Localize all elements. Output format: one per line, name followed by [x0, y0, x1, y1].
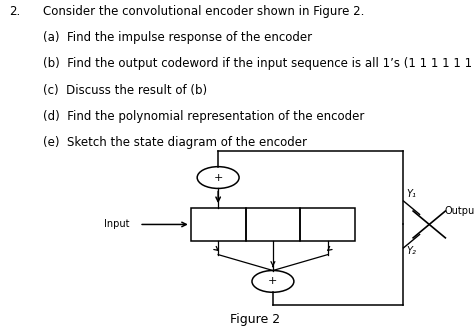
- Text: (a)  Find the impulse response of the encoder: (a) Find the impulse response of the enc…: [43, 31, 312, 44]
- Text: Input: Input: [104, 219, 129, 229]
- Bar: [246, 208, 301, 241]
- Text: Y₁: Y₁: [407, 189, 417, 199]
- Text: Consider the convolutional encoder shown in Figure 2.: Consider the convolutional encoder shown…: [43, 5, 364, 17]
- Text: (b)  Find the output codeword if the input sequence is all 1’s (1 1 1 1 1 1 . . : (b) Find the output codeword if the inpu…: [43, 57, 474, 70]
- Text: Figure 2: Figure 2: [230, 314, 280, 326]
- Text: (e)  Sketch the state diagram of the encoder: (e) Sketch the state diagram of the enco…: [43, 136, 307, 149]
- Text: (c)  Discuss the result of (b): (c) Discuss the result of (b): [43, 84, 207, 97]
- Bar: [301, 208, 355, 241]
- Text: 2.: 2.: [9, 5, 21, 17]
- Text: +: +: [213, 173, 223, 183]
- Text: +: +: [268, 276, 278, 286]
- Text: Output: Output: [445, 206, 474, 216]
- Bar: [191, 208, 246, 241]
- Text: (d)  Find the polynomial representation of the encoder: (d) Find the polynomial representation o…: [43, 110, 364, 123]
- Text: Y₂: Y₂: [407, 246, 417, 256]
